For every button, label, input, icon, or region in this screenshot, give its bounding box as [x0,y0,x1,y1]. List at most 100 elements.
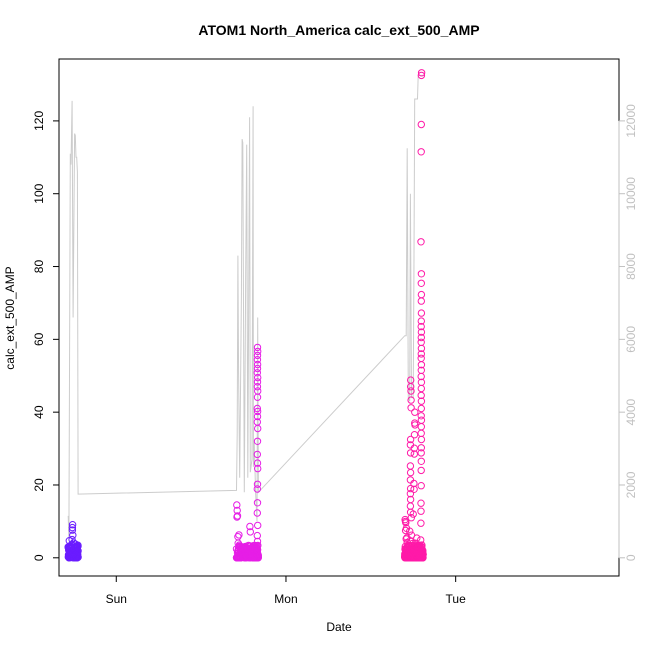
data-point [411,408,419,416]
data-point [417,435,426,444]
y-tick-label: 100 [32,183,46,203]
data-point [254,521,262,530]
data-point [417,507,425,515]
y-tick-label: 80 [32,260,46,274]
data-point [410,431,419,439]
series-3 [401,69,427,562]
chart-title: ATOM1 North_America calc_ext_500_AMP [198,22,479,38]
x-tick-label: Tue [446,592,467,606]
data-point [410,450,418,458]
data-point [417,328,426,336]
x-tick-label: Mon [274,592,297,606]
data-point [406,490,415,498]
secondary-series-line [67,74,424,540]
data-point [417,457,425,465]
data-point [253,356,262,364]
y2-tick-label: 6000 [624,326,638,353]
series-1 [64,521,82,562]
data-point [417,499,425,507]
data-point [253,407,262,416]
data-point [406,484,415,493]
data-point [406,449,415,457]
data-point [417,317,425,325]
data-point [68,523,77,532]
data-point [408,542,417,550]
data-point [253,450,261,459]
data-point [253,437,262,445]
data-point [406,468,415,477]
data-point [253,378,262,386]
data-point [72,542,80,551]
data-point [254,464,262,473]
data-point [410,485,418,493]
y2-tick-label: 12000 [624,104,638,138]
data-point [253,459,262,467]
data-point [417,416,426,424]
data-point [253,383,262,391]
y-axis-right: 0 2000 4000 6000 8000 10000 12000 [618,104,638,561]
data-point [417,549,425,557]
data-point [417,404,425,413]
y-tick-label: 20 [32,478,46,492]
data-point [246,544,254,553]
y-tick-label: 0 [32,554,46,561]
data-point [417,290,426,299]
series-2 [232,343,262,562]
data-point [407,404,415,412]
data-point [417,384,425,393]
y2-tick-label: 10000 [624,177,638,211]
data-point [410,444,418,452]
data-point [417,397,426,405]
data-point [239,553,247,561]
data-point [417,120,425,129]
data-point [253,360,262,369]
data-point [69,553,77,561]
data-point [253,550,261,558]
data-point [406,476,415,484]
data-point [253,351,262,360]
data-point [406,527,414,535]
data-point [417,482,425,490]
data-point [417,71,426,80]
data-point [417,429,425,437]
data-point [417,449,425,457]
data-point [246,528,255,536]
data-point [253,404,261,413]
data-point [69,531,77,539]
y-axis-title: calc_ext_500_AMP [3,266,17,369]
data-point [68,521,77,529]
data-point [248,546,256,554]
data-point [416,542,424,550]
data-point [254,373,262,382]
data-point [253,364,262,373]
data-point [417,366,425,374]
data-point [253,485,261,493]
data-point [409,510,417,518]
data-point [417,333,425,342]
data-point [417,466,425,475]
data-point [233,506,241,515]
x-tick-label: Sun [106,592,127,606]
data-point [406,435,415,444]
data-point [253,343,262,352]
data-point [246,522,254,531]
data-point [417,270,426,278]
data-point [407,376,415,384]
data-point [417,238,425,246]
data-point [233,512,242,520]
data-point [246,550,254,558]
data-point [417,148,425,156]
data-point [417,378,426,386]
data-point [417,423,425,431]
data-point [406,462,415,470]
data-point [417,69,426,77]
data-point [233,501,241,509]
data-point [417,309,426,317]
x-axis: Sun Mon Tue [106,575,467,606]
y-tick-label: 40 [32,405,46,419]
y-tick-label: 60 [32,332,46,346]
data-point [235,531,243,539]
y2-tick-label: 0 [624,554,638,561]
data-point [232,545,241,553]
